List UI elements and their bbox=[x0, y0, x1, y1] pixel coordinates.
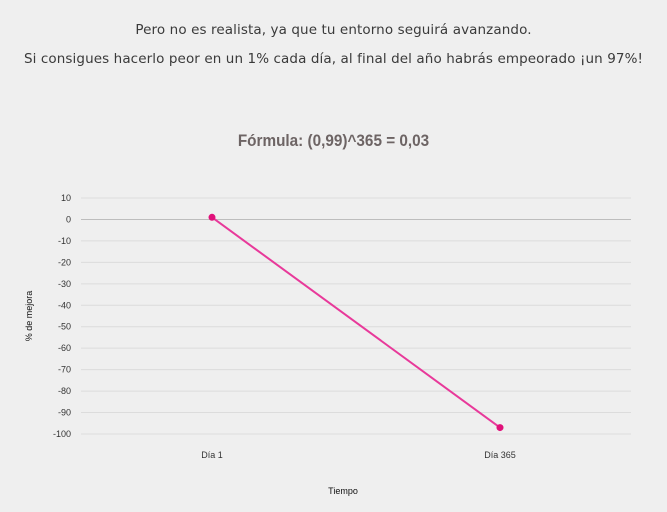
formula-title: Fórmula: (0,99)^365 = 0,03 bbox=[237, 131, 430, 150]
x-tick-label: Día 365 bbox=[484, 450, 516, 460]
data-point bbox=[496, 424, 504, 432]
y-tick-label: -10 bbox=[58, 236, 71, 246]
y-tick-label: -40 bbox=[58, 300, 71, 310]
series-line bbox=[211, 216, 501, 429]
y-tick-label: -100 bbox=[53, 429, 71, 439]
intro-text: Pero no es realista, ya que tu entorno s… bbox=[0, 16, 667, 74]
intro-line-2: Si consigues hacerlo peor en un 1% cada … bbox=[23, 51, 644, 67]
y-tick-label: -20 bbox=[58, 257, 71, 267]
y-tick-label: -80 bbox=[58, 386, 71, 396]
y-tick-label: 10 bbox=[61, 193, 71, 203]
y-tick-label: -70 bbox=[58, 365, 71, 375]
y-tick-label: -30 bbox=[58, 279, 71, 289]
data-point bbox=[208, 213, 216, 221]
y-tick-label: -60 bbox=[58, 343, 71, 353]
y-axis-title: % de mejora bbox=[24, 291, 34, 342]
y-tick-label: -90 bbox=[58, 408, 71, 418]
x-tick-label: Día 1 bbox=[201, 450, 223, 460]
x-axis-title: Tiempo bbox=[328, 486, 358, 496]
intro-line-1: Pero no es realista, ya que tu entorno s… bbox=[135, 22, 532, 38]
y-tick-label: -50 bbox=[58, 322, 71, 332]
y-tick-label: 0 bbox=[66, 214, 71, 224]
